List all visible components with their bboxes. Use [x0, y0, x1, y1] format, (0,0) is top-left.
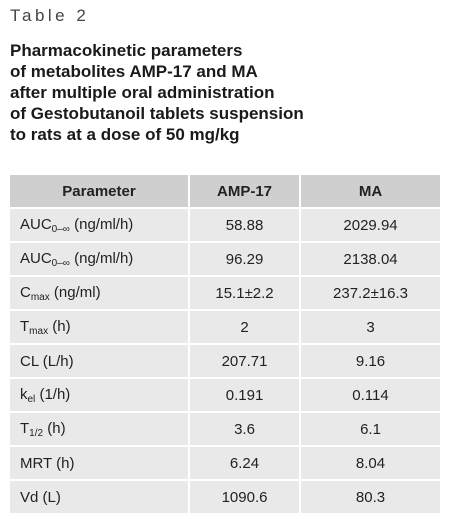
parameter-unit: (1/h): [35, 385, 71, 403]
table-row: kel (1/h) 0.191 0.114: [10, 378, 440, 413]
value-cell: 9.16: [300, 344, 440, 379]
value-cell: 2: [189, 310, 302, 345]
value-cell: 3.6: [189, 412, 302, 447]
header-cell: MA: [300, 175, 440, 209]
table-title: Pharmacokinetic parameters of metabolites…: [10, 40, 304, 145]
parameter-cell: AUC0–∞ (ng/ml/h): [10, 208, 190, 243]
title-line: of Gestobutanoil tablets suspension: [10, 104, 304, 123]
table-row: T1/2 (h) 3.6 6.1: [10, 412, 440, 447]
parameter-name: MRT (h): [20, 454, 75, 472]
parameter-name: AUC: [20, 215, 52, 233]
parameter-cell: kel (1/h): [10, 378, 190, 413]
parameter-unit: (h): [43, 419, 66, 437]
parameter-name: T: [20, 419, 30, 437]
table-row: Cmax (ng/ml) 15.1±2.2 237.2±16.3: [10, 276, 440, 311]
table-label: Table 2: [10, 6, 90, 25]
table-row: AUC0–∞ (ng/ml/h) 96.29 2138.04: [10, 242, 440, 277]
parameter-name: T: [20, 317, 30, 335]
parameter-subscript: max: [30, 291, 50, 303]
value-cell: 2138.04: [300, 242, 440, 277]
title-line: to rats at a dose of 50 mg/kg: [10, 125, 240, 144]
value-cell: 3: [300, 310, 440, 345]
value-cell: 207.71: [189, 344, 302, 379]
parameter-unit: (ng/ml/h): [69, 215, 134, 233]
parameter-name: Vd (L): [20, 488, 61, 506]
parameter-name: AUC: [20, 249, 52, 267]
title-line: of metabolites AMP-17 and MA: [10, 62, 258, 81]
value-cell: 1090.6: [189, 480, 302, 515]
value-cell: 6.1: [300, 412, 440, 447]
parameter-unit: (ng/ml): [49, 283, 101, 301]
value-cell: 0.114: [300, 378, 440, 413]
value-cell: 8.04: [300, 446, 440, 481]
parameter-name: k: [20, 385, 28, 403]
parameter-cell: Vd (L): [10, 480, 190, 515]
value-cell: 6.24: [189, 446, 302, 481]
parameter-unit: (h): [48, 317, 71, 335]
value-cell: 0.191: [189, 378, 302, 413]
value-cell: 80.3: [300, 480, 440, 515]
table-row: CL (L/h) 207.71 9.16: [10, 344, 440, 379]
value-cell: 2029.94: [300, 208, 440, 243]
table-row: Tmax (h) 2 3: [10, 310, 440, 345]
title-line: Pharmacokinetic parameters: [10, 41, 243, 60]
data-table: Parameter AMP-17 MA AUC0–∞ (ng/ml/h) 58.88 20…: [10, 175, 440, 515]
table-row: AUC0–∞ (ng/ml/h) 58.88 2029.94: [10, 208, 440, 243]
parameter-unit: (ng/ml/h): [69, 249, 134, 267]
parameter-cell: Cmax (ng/ml): [10, 276, 190, 311]
table-row: Vd (L) 1090.6 80.3: [10, 480, 440, 515]
parameter-name: C: [20, 283, 31, 301]
parameter-subscript: max: [29, 325, 49, 337]
title-line: after multiple oral administration: [10, 83, 275, 102]
parameter-subscript: 0–∞: [51, 223, 70, 235]
parameter-cell: AUC0–∞ (ng/ml/h): [10, 242, 190, 277]
value-cell: 15.1±2.2: [189, 276, 302, 311]
parameter-cell: T1/2 (h): [10, 412, 190, 447]
parameter-cell: CL (L/h): [10, 344, 190, 379]
value-cell: 58.88: [189, 208, 302, 243]
parameter-subscript: 0–∞: [51, 257, 70, 269]
parameter-cell: Tmax (h): [10, 310, 190, 345]
value-cell: 96.29: [189, 242, 302, 277]
parameter-subscript: 1/2: [29, 427, 44, 439]
header-cell: Parameter: [10, 175, 190, 209]
table-row: MRT (h) 6.24 8.04: [10, 446, 440, 481]
value-cell: 237.2±16.3: [300, 276, 440, 311]
parameter-cell: MRT (h): [10, 446, 190, 481]
parameter-name: CL (L/h): [20, 352, 74, 370]
parameter-subscript: el: [27, 393, 36, 405]
header-cell: AMP-17: [189, 175, 302, 209]
